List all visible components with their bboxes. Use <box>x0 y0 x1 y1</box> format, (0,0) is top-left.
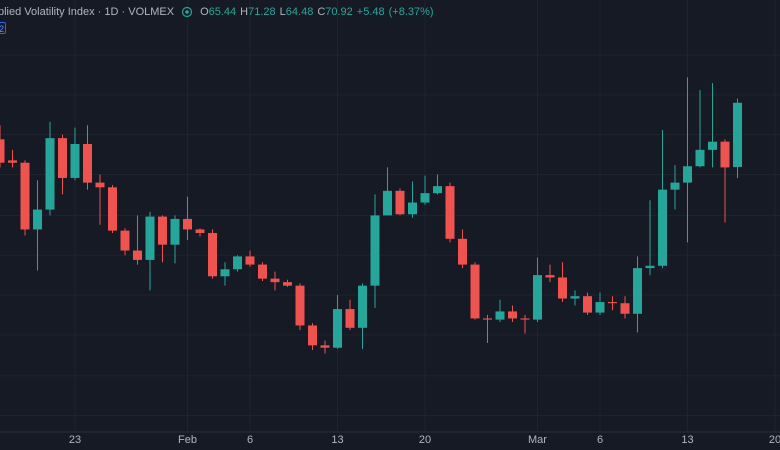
candle-body <box>358 285 367 328</box>
candle-body <box>395 190 405 215</box>
x-tick-label: 20 <box>769 434 780 446</box>
candle-body <box>208 232 217 277</box>
eye-icon[interactable] <box>174 5 200 19</box>
candle-body <box>545 275 555 278</box>
candle-body <box>708 141 717 150</box>
x-tick-label: 20 <box>419 434 431 446</box>
badge[interactable]: 2 <box>0 22 6 34</box>
legend-key: C <box>317 6 326 18</box>
x-tick-label: 13 <box>331 434 343 446</box>
candle-body <box>308 325 317 346</box>
candle-body <box>458 238 467 265</box>
x-tick-label: 6 <box>597 434 603 446</box>
legend-value: 70.92 <box>325 6 353 18</box>
candle-body <box>520 318 530 320</box>
candle-body <box>383 190 392 216</box>
candle-body <box>33 209 42 230</box>
candle-body <box>58 138 67 178</box>
candle-body <box>233 256 242 270</box>
candle-body <box>420 193 430 203</box>
header: plied Volatility Index · 1D · VOLMEX O 65… <box>0 5 438 19</box>
candle-body <box>333 309 342 348</box>
candle-body <box>8 160 17 163</box>
chart-title: plied Volatility Index · 1D · VOLMEX <box>0 6 175 18</box>
x-tick-label: 23 <box>69 434 81 446</box>
candle-body <box>583 296 592 313</box>
candle-body <box>83 144 92 183</box>
candle-body <box>508 311 517 319</box>
candle-body <box>670 182 680 190</box>
x-tick-label: 13 <box>681 434 693 446</box>
candle-body <box>408 202 417 215</box>
candle-body <box>108 187 117 231</box>
candle-body <box>133 250 142 260</box>
candle-body <box>720 141 730 168</box>
x-tick-label: Feb <box>178 434 197 446</box>
candle-body <box>183 218 192 230</box>
candle-body <box>470 264 480 319</box>
candle-body <box>483 318 492 320</box>
candle-body <box>370 215 380 286</box>
candle-body <box>120 230 130 251</box>
candle-body <box>0 139 5 163</box>
candle-body <box>658 189 667 266</box>
legend-value: 64.48 <box>285 6 314 18</box>
candle-body <box>495 311 505 320</box>
candle-body <box>45 138 55 210</box>
candle-body <box>558 277 567 299</box>
candle-body <box>433 186 442 194</box>
legend-change-pct: (+8.37%) <box>388 6 434 18</box>
candle-body <box>445 186 455 239</box>
candle-body <box>145 216 155 260</box>
candle-body <box>645 265 655 269</box>
legend-change: +5.48 <box>356 6 385 18</box>
candle-body <box>295 285 305 326</box>
legend-key: L <box>279 6 286 18</box>
candle-body <box>220 269 230 277</box>
candle-body <box>620 303 630 314</box>
candle-body <box>570 296 580 299</box>
candle-body <box>20 162 30 230</box>
legend-value: 65.44 <box>208 6 237 18</box>
candle-body <box>158 216 167 245</box>
candle-body <box>270 278 280 283</box>
legend-key: H <box>240 6 249 18</box>
candle-body <box>608 302 617 304</box>
candle-body <box>258 264 267 279</box>
candle-body <box>320 345 330 348</box>
x-tick-label: 6 <box>247 434 253 446</box>
candle-body <box>533 275 542 320</box>
candle-body <box>283 282 292 286</box>
legend-value: 71.28 <box>248 6 276 18</box>
candle-body <box>595 302 605 313</box>
candle-body <box>633 268 642 314</box>
legend-key: O <box>200 6 209 18</box>
candle-body <box>95 182 105 188</box>
candle-body <box>245 256 255 265</box>
x-tick-label: Mar <box>528 434 547 446</box>
candle-body <box>695 149 705 167</box>
candle-body <box>70 144 80 178</box>
candle-body <box>170 218 180 245</box>
candle-body <box>195 229 205 233</box>
candle-body <box>733 102 742 167</box>
candle-body <box>345 309 355 328</box>
candle-body <box>683 166 692 183</box>
